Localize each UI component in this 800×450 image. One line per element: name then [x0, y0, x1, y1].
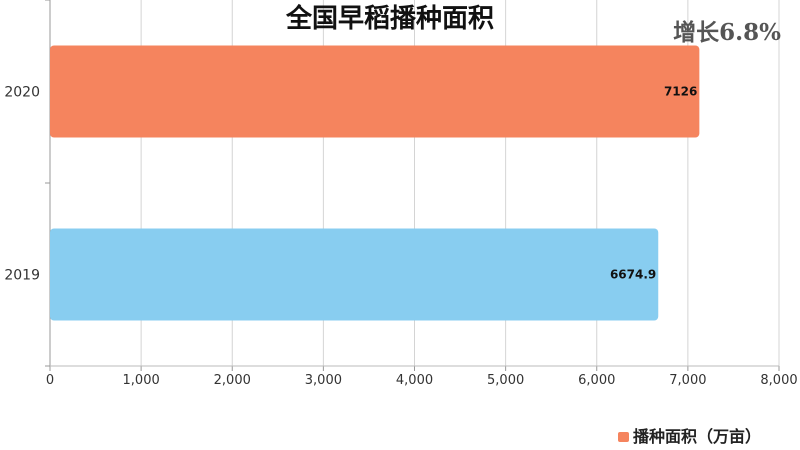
growth-annotation: 增长6.8%: [673, 19, 781, 46]
x-tick-label: 3,000: [305, 373, 342, 388]
x-tick-label: 0: [46, 373, 54, 388]
axes: 0 1,000 2,000 3,000 4,000 5,000 6,000 7,000 8,00…: [4, 0, 798, 388]
x-tick-label: 6,000: [578, 373, 615, 388]
chart-title: 全国早稻播种面积: [285, 3, 494, 34]
bar-2019: [50, 228, 659, 321]
x-tick-label: 8,000: [760, 373, 797, 388]
legend-swatch: [618, 432, 629, 442]
bar-2020: [50, 45, 700, 138]
data-label-2019: 6674.9: [610, 268, 656, 282]
legend-label: 播种面积（万亩）: [633, 427, 761, 446]
x-tick-label: 2,000: [214, 373, 251, 388]
x-tick-label: 5,000: [487, 373, 524, 388]
bars: [50, 45, 700, 321]
legend: 播种面积（万亩）: [618, 427, 761, 446]
x-tick-label: 7,000: [669, 373, 706, 388]
data-label-2020: 7126: [664, 85, 697, 99]
y-category-label: 2020: [4, 85, 40, 101]
y-category-label: 2019: [4, 268, 40, 284]
x-tick-label: 1,000: [123, 373, 160, 388]
x-tick-label: 4,000: [396, 373, 433, 388]
data-labels: 7126 6674.9: [610, 85, 697, 282]
